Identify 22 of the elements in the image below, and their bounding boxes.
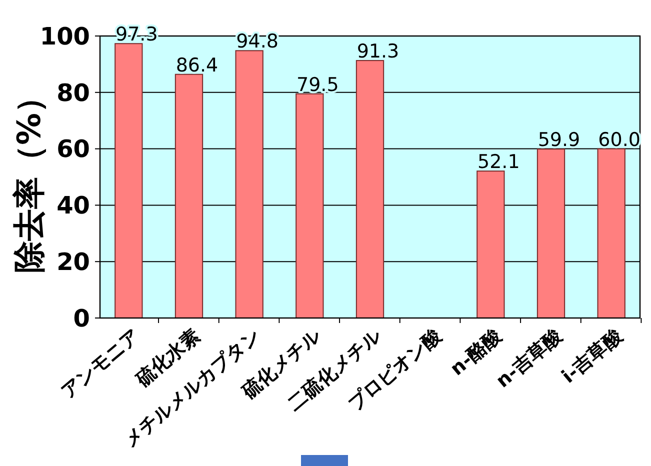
bar <box>356 60 384 318</box>
y-tick-label: 60 <box>56 135 90 164</box>
data-label: 79.5 <box>296 74 339 96</box>
bar <box>536 148 566 318</box>
data-label: 59.9 <box>538 129 580 152</box>
y-tick-label: 80 <box>56 78 90 107</box>
data-label: 52.1 <box>478 151 520 174</box>
y-tick-label: 40 <box>56 192 90 220</box>
data-label: 91.3 <box>356 40 400 63</box>
data-label: 94.8 <box>236 30 278 53</box>
y-axis-title: 除去率（%） <box>10 80 48 274</box>
bar <box>235 50 264 318</box>
data-label: 86.4 <box>176 54 218 76</box>
data-label: 60.0 <box>598 128 640 151</box>
bar <box>597 148 626 318</box>
bar <box>476 170 505 318</box>
y-tick-label: 0 <box>73 304 90 332</box>
bar <box>174 74 204 318</box>
bar <box>296 93 324 318</box>
y-tick-label: 20 <box>56 248 90 276</box>
y-tick-label: 100 <box>40 22 90 50</box>
bar <box>114 43 143 318</box>
